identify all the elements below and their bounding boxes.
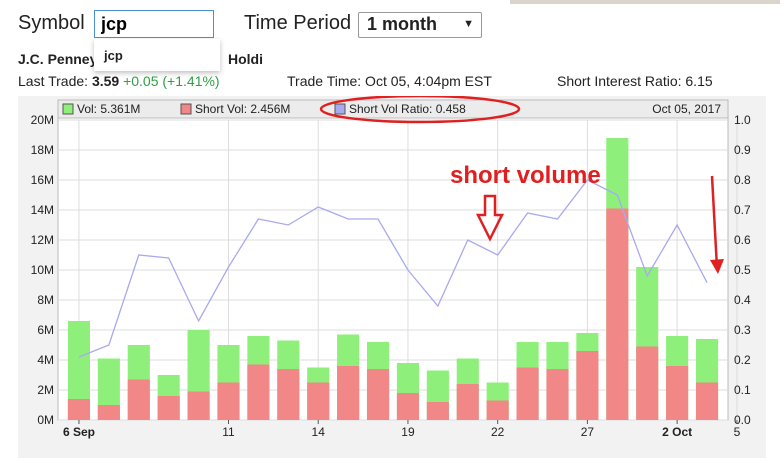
short-volume-chart: 0M 2M 4M 6M 8M 10M 12M 14M 16M 18M 20M 0.0 0.1 0.2 0.3…	[18, 96, 766, 458]
y-left-tick-label: 20M	[31, 113, 54, 127]
vol-bar	[67, 321, 91, 420]
x-tick-label: 22	[491, 425, 505, 439]
y-left-tick-label: 0M	[37, 413, 54, 427]
short-vol-bar	[606, 208, 629, 420]
time-period-select[interactable]: 1 month ▼	[358, 12, 482, 38]
legend-ratio-swatch	[334, 103, 346, 115]
short-vol-bar	[486, 400, 509, 420]
short-vol-bar	[576, 351, 599, 420]
y-right-tick-label: 0.9	[734, 143, 751, 157]
short-vol-bar	[695, 382, 719, 420]
x-tick-label: 6 Sep	[63, 425, 95, 439]
x-tick-label: 27	[581, 425, 595, 439]
legend: Vol: 5.361M Short Vol: 2.456M Short Vol …	[57, 99, 729, 119]
short-vol-bar	[217, 382, 240, 420]
symbol-input[interactable]	[94, 10, 214, 38]
x-tick-label: 14	[312, 425, 326, 439]
legend-ratio: Short Vol Ratio: 0.458	[349, 102, 466, 116]
annotation-arrow-down-outline	[475, 194, 505, 242]
legend-background	[57, 99, 729, 119]
x-tick-label: 2 Oct	[662, 425, 692, 439]
short-vol-bar	[516, 367, 539, 420]
legend-short-vol-swatch	[180, 103, 192, 115]
x-tick-label: 19	[401, 425, 415, 439]
last-trade: Last Trade: 3.59 +0.05 (+1.41%)	[18, 73, 220, 89]
short-vol-bar	[307, 382, 330, 420]
annotation-text: short volume	[450, 162, 601, 189]
y-left-tick-label: 18M	[31, 143, 54, 157]
legend-vol: Vol: 5.361M	[77, 102, 140, 116]
last-trade-label: Last Trade:	[18, 73, 89, 89]
short-vol-bar	[277, 369, 300, 420]
annotation-arrow-down	[710, 175, 724, 274]
short-vol-bar	[396, 393, 420, 420]
y-left-tick-label: 4M	[37, 353, 54, 367]
y-right-tick-label: 0.4	[734, 293, 751, 307]
y-right-tick-label: 0.7	[734, 203, 751, 217]
short-vol-bar	[187, 391, 210, 420]
trade-time: Trade Time: Oct 05, 4:04pm EST	[287, 73, 492, 89]
short-vol-bar	[127, 379, 150, 420]
short-vol-bar	[546, 369, 569, 420]
legend-short-vol: Short Vol: 2.456M	[195, 102, 290, 116]
short-interest-ratio: Short Interest Ratio: 6.15	[557, 73, 713, 89]
legend-date: Oct 05, 2017	[652, 102, 721, 116]
annotation-ellipse	[319, 96, 521, 124]
x-tick-label: 11	[222, 425, 235, 439]
y-right-tick-label: 1.0	[734, 113, 751, 127]
y-right-tick-label: 0.8	[734, 173, 751, 187]
bars	[67, 138, 719, 420]
time-period-value: 1 month	[367, 14, 437, 34]
short-vol-bar	[366, 369, 390, 420]
short-vol-bar	[426, 402, 449, 420]
short-vol-bar	[97, 405, 120, 420]
symbol-label: Symbol	[18, 12, 85, 34]
y-right-tick-label: 0.6	[734, 233, 751, 247]
symbol-suggestion-dropdown: jcp	[94, 39, 220, 71]
short-vol-bar	[247, 364, 270, 420]
y-left-tick-label: 6M	[37, 323, 54, 337]
suggestion-item[interactable]: jcp	[104, 48, 123, 63]
last-trade-change: +0.05 (+1.41%)	[123, 73, 220, 89]
short-vol-bar	[337, 366, 360, 420]
y-right-tick-label: 0.0	[734, 413, 751, 427]
vol-bar	[97, 358, 120, 420]
short-vol-bar	[666, 366, 689, 420]
short-vol-bar	[67, 399, 91, 420]
y-right-tick-label: 0.1	[734, 383, 751, 397]
company-name-tail: Holdi	[228, 51, 263, 67]
company-name: J.C. Penney	[18, 51, 96, 67]
chevron-down-icon: ▼	[463, 18, 474, 30]
y-axis-ticks: 0M 2M 4M 6M 8M 10M 12M 14M 16M 18M 20M 0.0 0.1 0.2 0.3…	[31, 113, 751, 427]
legend-vol-swatch	[62, 103, 74, 115]
time-period-label: Time Period	[244, 12, 352, 34]
y-right-tick-label: 0.5	[734, 263, 751, 277]
y-left-tick-label: 16M	[31, 173, 54, 187]
last-trade-price: 3.59	[91, 73, 120, 89]
y-left-tick-label: 12M	[31, 233, 54, 247]
y-left-tick-label: 10M	[31, 263, 54, 277]
short-vol-ratio-line	[78, 179, 708, 358]
y-left-tick-label: 2M	[37, 383, 54, 397]
short-vol-bar	[157, 396, 180, 420]
y-right-tick-label: 0.3	[734, 323, 751, 337]
y-left-tick-label: 14M	[31, 203, 54, 217]
x-tick-label: 5	[734, 425, 741, 439]
y-left-tick-label: 8M	[37, 293, 54, 307]
y-right-tick-label: 0.2	[734, 353, 751, 367]
x-axis-ticks: 6 Sep 11 14 19 22 27 2 Oct 5	[63, 420, 741, 439]
short-vol-bar	[636, 346, 659, 420]
header-image	[510, 0, 780, 4]
short-vol-bar	[456, 384, 479, 420]
